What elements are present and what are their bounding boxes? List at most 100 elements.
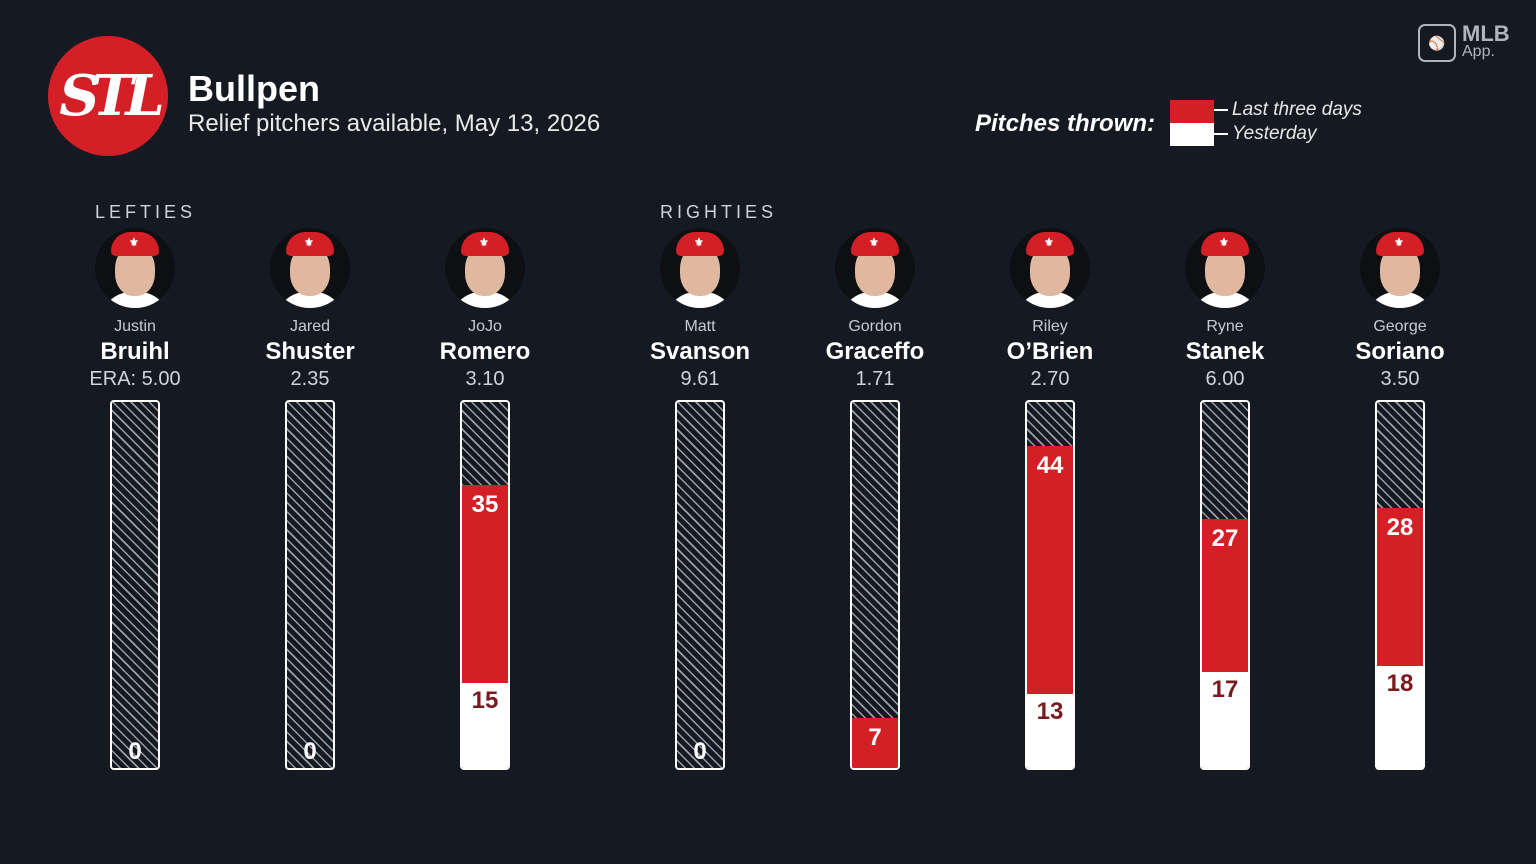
bar-value-label: 28 (1386, 513, 1414, 541)
bar-value-label: 0 (128, 738, 142, 765)
bar-value-label: 15 (471, 687, 499, 715)
cap-icon: ⚜ (1201, 232, 1249, 256)
pitch-bar: 0 (110, 400, 160, 770)
bar-segment-yesterday: 15 (462, 683, 508, 768)
cap-logo-icon: ⚜ (1219, 237, 1229, 249)
cap-icon: ⚜ (111, 232, 159, 256)
player-card: ⚜ Justin Bruihl ERA: 5.00 (60, 228, 210, 391)
mlb-badge-line1: MLB (1462, 21, 1510, 46)
legend-connector (1214, 109, 1228, 111)
bar-value-label: 7 (868, 724, 882, 751)
bar-segment-last-three-days: 35 (462, 485, 508, 684)
legend-label: Pitches thrown: (975, 110, 1156, 137)
player-last-name: Svanson (649, 338, 751, 365)
pitch-bar: 13 44 (1025, 400, 1075, 770)
legend-item-yesterday: Yesterday (1232, 123, 1317, 144)
pitch-bar: 7 (850, 400, 900, 770)
cap-logo-icon: ⚜ (869, 237, 879, 249)
player-card: ⚜ Riley O’Brien 2.70 (975, 228, 1125, 391)
mlb-badge-line2: App. (1462, 43, 1495, 60)
pitch-bar: 0 (285, 400, 335, 770)
cap-logo-icon: ⚜ (1044, 237, 1054, 249)
bar-segment-yesterday: 17 (1202, 671, 1248, 768)
legend-swatch-red (1170, 100, 1214, 123)
jersey-icon (1016, 292, 1084, 308)
legend-swatch (1170, 100, 1214, 146)
page-subtitle: Relief pitchers available, May 13, 2026 (188, 110, 601, 137)
bar-value-label: 17 (1211, 675, 1239, 703)
avatar: ⚜ (445, 228, 525, 308)
pitch-bar: 17 27 (1200, 400, 1250, 770)
avatar: ⚜ (270, 228, 350, 308)
bar-segment-last-three-days: 28 (1377, 507, 1423, 667)
pitch-bar: 0 (675, 400, 725, 770)
player-last-name: Stanek (1185, 338, 1265, 365)
player-era: ERA: 5.00 (89, 368, 181, 390)
group-label-righties: RIGHTIES (660, 202, 778, 222)
player-card: ⚜ Gordon Graceffo 1.71 (800, 228, 950, 391)
player-last-name: O’Brien (1006, 338, 1094, 365)
jersey-icon (451, 292, 519, 308)
bar-segment-yesterday: 18 (1377, 666, 1423, 768)
bar-value-label: 13 (1036, 698, 1064, 726)
jersey-icon (666, 292, 734, 308)
cap-icon: ⚜ (461, 232, 509, 256)
player-era: 2.35 (290, 368, 330, 390)
bar-value-label: 27 (1211, 525, 1239, 553)
cap-logo-icon: ⚜ (1394, 237, 1404, 249)
cardinals-logo: STL (48, 36, 168, 156)
player-first-name: JoJo (468, 318, 502, 335)
cap-icon: ⚜ (286, 232, 334, 256)
bar-value-label: 35 (471, 491, 499, 519)
jersey-icon (101, 292, 169, 308)
player-first-name: Justin (114, 318, 156, 335)
avatar: ⚜ (1010, 228, 1090, 308)
player-last-name: Romero (439, 338, 531, 365)
player-card: ⚜ Jared Shuster 2.35 (235, 228, 385, 391)
avatar: ⚜ (1185, 228, 1265, 308)
page-title: Bullpen (188, 68, 320, 109)
jersey-icon (1366, 292, 1434, 308)
cap-logo-icon: ⚜ (304, 237, 314, 249)
cap-icon: ⚜ (676, 232, 724, 256)
player-era: 3.10 (465, 368, 505, 390)
player-era: 2.70 (1030, 368, 1070, 390)
cap-icon: ⚜ (1026, 232, 1074, 256)
jersey-icon (276, 292, 344, 308)
player-card: ⚜ Matt Svanson 9.61 (625, 228, 775, 391)
player-last-name: Graceffo (825, 338, 925, 365)
player-last-name: Shuster (265, 338, 355, 365)
player-last-name: Bruihl (100, 338, 170, 365)
group-label-lefties: LEFTIES (95, 202, 197, 222)
player-era: 1.71 (855, 368, 895, 390)
player-era: 9.61 (680, 368, 720, 390)
avatar: ⚜ (835, 228, 915, 308)
bar-segment-last-three-days: 27 (1202, 519, 1248, 672)
player-card: ⚜ Ryne Stanek 6.00 (1150, 228, 1300, 391)
bar-value-label: 18 (1386, 670, 1414, 698)
jersey-icon (1191, 292, 1259, 308)
bar-segment-last-three-days: 44 (1027, 445, 1073, 695)
pitch-bar: 18 28 (1375, 400, 1425, 770)
avatar: ⚜ (95, 228, 175, 308)
bar-value-label: 44 (1036, 451, 1064, 479)
player-first-name: Gordon (848, 318, 902, 335)
legend-item-last-three-days: Last three days (1232, 99, 1362, 120)
bar-value-label: 0 (693, 738, 707, 765)
player-card: ⚜ George Soriano 3.50 (1325, 228, 1475, 391)
mlb-app-badge: ⚾ MLB App. (1418, 21, 1510, 62)
bar-segment-last-three-days: 7 (852, 718, 898, 768)
legend-swatch-white (1170, 123, 1214, 146)
mlb-logo-icon: ⚾ (1418, 24, 1456, 62)
avatar: ⚜ (660, 228, 740, 308)
cap-logo-icon: ⚜ (479, 237, 489, 249)
bar-value-label: 0 (303, 738, 317, 765)
player-first-name: Ryne (1206, 318, 1244, 335)
player-first-name: Riley (1032, 318, 1068, 335)
player-card: ⚜ JoJo Romero 3.10 (410, 228, 560, 391)
pitch-bar: 15 35 (460, 400, 510, 770)
bar-segment-yesterday: 13 (1027, 694, 1073, 768)
legend-connector (1214, 133, 1228, 135)
player-first-name: Jared (289, 318, 331, 335)
avatar: ⚜ (1360, 228, 1440, 308)
